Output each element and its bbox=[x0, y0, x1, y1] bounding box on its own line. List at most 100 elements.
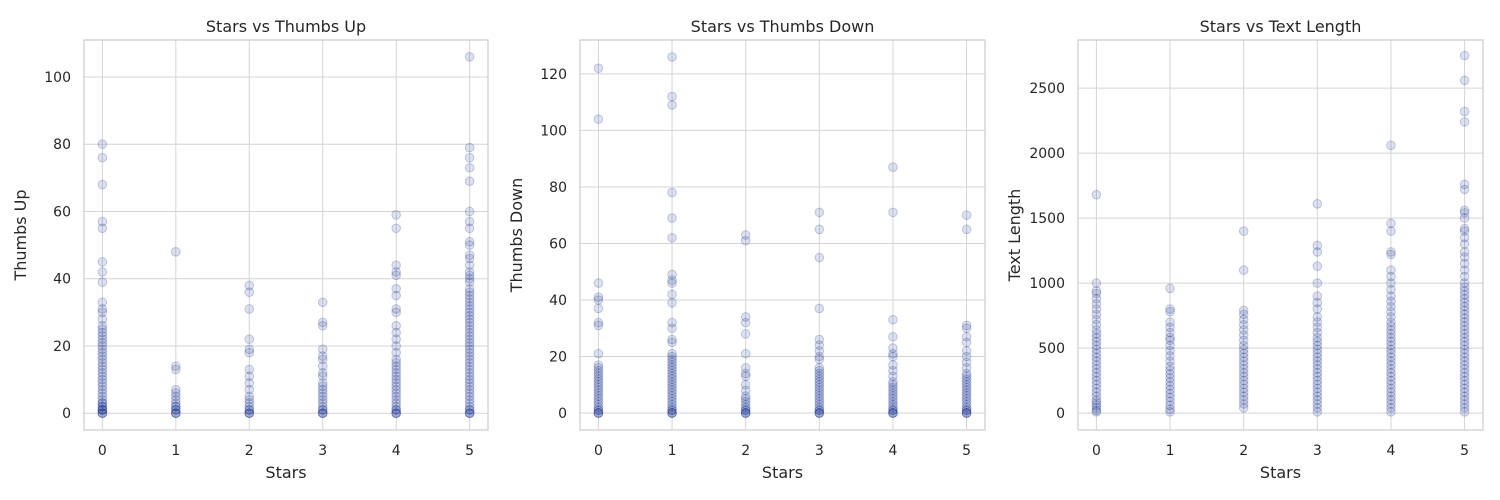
data-point bbox=[464, 331, 475, 341]
data-point bbox=[1165, 381, 1175, 391]
data-point bbox=[244, 304, 255, 314]
data-point bbox=[317, 368, 328, 378]
data-point bbox=[814, 374, 825, 384]
data-point bbox=[1091, 400, 1102, 411]
x-tick-label: 3 bbox=[815, 443, 824, 459]
data-point bbox=[1165, 388, 1175, 399]
data-point bbox=[1459, 297, 1470, 308]
data-point bbox=[1091, 368, 1102, 378]
data-point bbox=[1459, 360, 1470, 370]
data-point bbox=[1386, 348, 1396, 359]
data-point bbox=[1312, 364, 1323, 374]
data-point bbox=[464, 361, 475, 371]
y-tick-label: 40 bbox=[549, 293, 567, 309]
data-point bbox=[1386, 140, 1396, 151]
data-point bbox=[317, 351, 328, 361]
data-point bbox=[1312, 391, 1323, 402]
data-point bbox=[593, 374, 604, 384]
data-point bbox=[814, 368, 825, 379]
data-point bbox=[888, 388, 898, 399]
data-point bbox=[814, 340, 825, 351]
data-point bbox=[1459, 321, 1470, 331]
data-point bbox=[1165, 317, 1175, 327]
data-point bbox=[667, 317, 677, 328]
data-point bbox=[464, 371, 475, 382]
data-point bbox=[244, 401, 255, 412]
data-point bbox=[593, 317, 604, 328]
x-tick-label: 1 bbox=[171, 443, 180, 459]
y-axis-label: Text Length bbox=[1005, 189, 1024, 283]
data-point bbox=[667, 323, 677, 334]
data-point bbox=[464, 374, 475, 385]
y-tick-label: 0 bbox=[62, 406, 71, 422]
data-point bbox=[317, 405, 328, 415]
data-point bbox=[593, 368, 604, 379]
data-point bbox=[1386, 360, 1396, 370]
data-point bbox=[1459, 407, 1470, 417]
data-point bbox=[464, 320, 475, 331]
data-point bbox=[97, 320, 108, 331]
data-point bbox=[391, 405, 401, 415]
data-point bbox=[1238, 387, 1249, 398]
data-point bbox=[317, 344, 328, 355]
data-point bbox=[1386, 399, 1396, 409]
data-point bbox=[97, 357, 108, 368]
data-point bbox=[464, 351, 475, 361]
data-point bbox=[1165, 369, 1175, 379]
data-point bbox=[1459, 239, 1470, 249]
data-point bbox=[888, 391, 898, 401]
data-point bbox=[97, 408, 108, 418]
data-point bbox=[244, 405, 255, 415]
data-point bbox=[593, 388, 604, 399]
data-point bbox=[1238, 356, 1249, 366]
data-point bbox=[97, 398, 108, 408]
data-point bbox=[317, 394, 328, 405]
data-point bbox=[1312, 371, 1323, 382]
data-point bbox=[464, 290, 475, 301]
data-point bbox=[464, 337, 475, 348]
data-point bbox=[814, 399, 825, 410]
data-point bbox=[667, 52, 677, 62]
data-point bbox=[391, 394, 401, 405]
data-point bbox=[1312, 336, 1323, 347]
data-point bbox=[667, 408, 677, 418]
y-tick-label: 0 bbox=[1056, 406, 1065, 422]
data-point bbox=[1091, 391, 1102, 402]
data-point bbox=[1165, 377, 1175, 387]
data-point bbox=[244, 280, 255, 291]
data-point bbox=[593, 63, 604, 74]
data-point bbox=[97, 394, 108, 405]
data-point bbox=[464, 368, 475, 378]
data-point bbox=[1165, 306, 1175, 317]
data-point bbox=[667, 233, 677, 243]
data-point bbox=[171, 401, 181, 412]
data-point bbox=[814, 354, 825, 365]
x-tick-label: 2 bbox=[741, 443, 750, 459]
x-tick-label: 1 bbox=[1166, 443, 1175, 459]
data-point bbox=[171, 388, 181, 398]
data-point bbox=[391, 210, 401, 220]
data-point bbox=[961, 408, 972, 418]
data-point bbox=[464, 142, 475, 153]
data-point bbox=[391, 398, 401, 408]
data-point bbox=[97, 216, 108, 227]
data-point bbox=[244, 391, 255, 402]
data-point bbox=[593, 399, 604, 410]
data-point bbox=[464, 341, 475, 351]
data-point bbox=[464, 223, 475, 234]
data-point bbox=[1238, 352, 1249, 363]
data-point bbox=[1312, 332, 1323, 343]
data-point bbox=[97, 351, 108, 361]
data-point bbox=[1238, 319, 1249, 330]
y-axis-label: Thumbs Up bbox=[11, 189, 30, 281]
data-point bbox=[97, 139, 108, 150]
y-tick-label: 20 bbox=[53, 339, 71, 355]
data-point bbox=[244, 347, 255, 358]
data-point bbox=[740, 396, 751, 407]
data-point bbox=[464, 327, 475, 338]
data-point bbox=[464, 267, 475, 277]
data-point bbox=[1459, 399, 1470, 409]
data-point bbox=[97, 347, 108, 358]
